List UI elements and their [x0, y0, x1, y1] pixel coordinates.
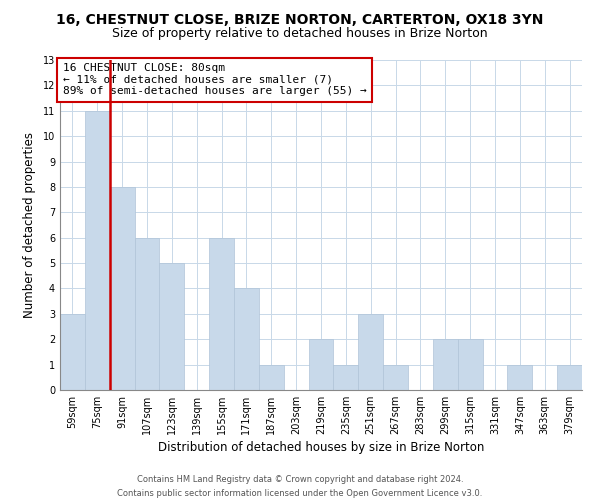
Bar	[508, 364, 532, 390]
Bar	[85, 111, 110, 390]
Bar	[308, 339, 334, 390]
Bar	[209, 238, 234, 390]
X-axis label: Distribution of detached houses by size in Brize Norton: Distribution of detached houses by size …	[158, 441, 484, 454]
Bar	[60, 314, 85, 390]
Bar	[110, 187, 134, 390]
Bar	[433, 339, 458, 390]
Bar	[234, 288, 259, 390]
Y-axis label: Number of detached properties: Number of detached properties	[23, 132, 36, 318]
Bar	[160, 263, 184, 390]
Bar	[358, 314, 383, 390]
Text: Size of property relative to detached houses in Brize Norton: Size of property relative to detached ho…	[112, 28, 488, 40]
Bar	[383, 364, 408, 390]
Bar	[134, 238, 160, 390]
Bar	[334, 364, 358, 390]
Text: 16, CHESTNUT CLOSE, BRIZE NORTON, CARTERTON, OX18 3YN: 16, CHESTNUT CLOSE, BRIZE NORTON, CARTER…	[56, 12, 544, 26]
Bar	[259, 364, 284, 390]
Bar	[557, 364, 582, 390]
Text: 16 CHESTNUT CLOSE: 80sqm
← 11% of detached houses are smaller (7)
89% of semi-de: 16 CHESTNUT CLOSE: 80sqm ← 11% of detach…	[62, 64, 367, 96]
Text: Contains HM Land Registry data © Crown copyright and database right 2024.
Contai: Contains HM Land Registry data © Crown c…	[118, 476, 482, 498]
Bar	[458, 339, 482, 390]
